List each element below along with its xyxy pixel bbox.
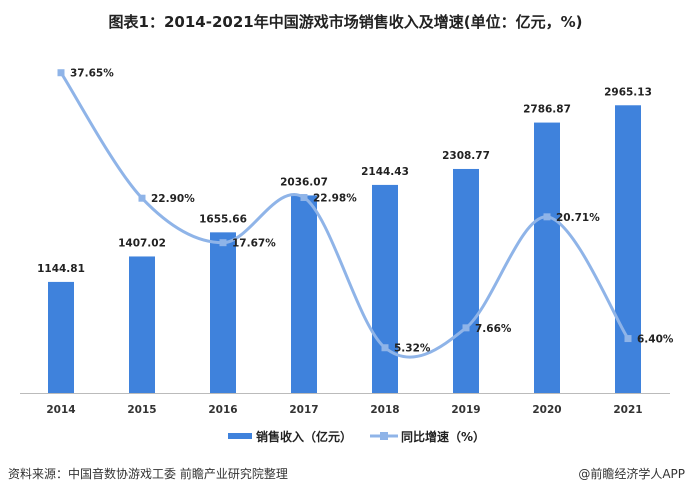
bar-2014: [48, 281, 74, 393]
credit-note: @前瞻经济学人APP: [578, 467, 685, 481]
bar-2021: [615, 105, 641, 393]
growth-marker-2019: [462, 324, 470, 332]
growth-marker-2014: [57, 69, 65, 77]
x-tick-2015: 2015: [127, 404, 156, 416]
growth-marker-2016: [219, 239, 227, 247]
bar-2020: [534, 122, 560, 394]
growth-marker-2021: [624, 335, 632, 343]
bar-2018: [372, 184, 398, 393]
growth-marker-2017: [300, 194, 308, 202]
x-tick-2021: 2021: [613, 404, 642, 416]
bar-2019: [453, 168, 479, 393]
source-note: 资料来源：中国音数协游戏工委 前瞻产业研究院整理: [8, 467, 288, 481]
chart-title: 图表1：2014-2021年中国游戏市场销售收入及增速(单位：亿元，%): [108, 13, 583, 31]
x-tick-2018: 2018: [370, 404, 399, 416]
legend-bar-swatch: [228, 433, 252, 439]
growth-label-2018: 5.32%: [394, 343, 431, 355]
growth-label-2019: 7.66%: [475, 323, 512, 335]
growth-label-2021: 6.40%: [637, 334, 674, 346]
growth-label-2020: 20.71%: [556, 212, 600, 224]
growth-label-2015: 22.90%: [151, 193, 195, 205]
bar-label-2018: 2144.43: [361, 166, 409, 178]
bar-2016: [210, 232, 236, 393]
growth-marker-2015: [138, 194, 146, 202]
legend-bar-label: 销售收入（亿元）: [256, 429, 352, 444]
bar-label-2015: 1407.02: [118, 237, 166, 249]
bar-2015: [129, 256, 155, 393]
legend-line-marker: [380, 432, 388, 440]
bar-label-2017: 2036.07: [280, 176, 328, 188]
x-tick-2020: 2020: [532, 404, 561, 416]
bar-2017: [291, 195, 317, 393]
growth-label-2014: 37.65%: [70, 68, 114, 80]
legend-line-label: 同比增速（%）: [401, 429, 485, 444]
x-tick-2014: 2014: [46, 404, 75, 416]
x-tick-2019: 2019: [451, 404, 480, 416]
growth-label-2016: 17.67%: [232, 238, 276, 250]
bar-label-2020: 2786.87: [523, 104, 571, 116]
x-tick-2017: 2017: [289, 404, 318, 416]
bar-label-2019: 2308.77: [442, 150, 490, 162]
bar-label-2016: 1655.66: [199, 213, 247, 225]
x-tick-2016: 2016: [208, 404, 237, 416]
bar-label-2021: 2965.13: [604, 86, 652, 98]
growth-marker-2018: [381, 344, 389, 352]
growth-label-2017: 22.98%: [313, 193, 357, 205]
growth-line: [59, 71, 630, 359]
chart-plot: 1144.81 2014 1407.02 2015 1655.66 2016 2036.07…: [20, 68, 674, 444]
bar-label-2014: 1144.81: [37, 263, 85, 275]
growth-marker-2020: [543, 213, 551, 221]
